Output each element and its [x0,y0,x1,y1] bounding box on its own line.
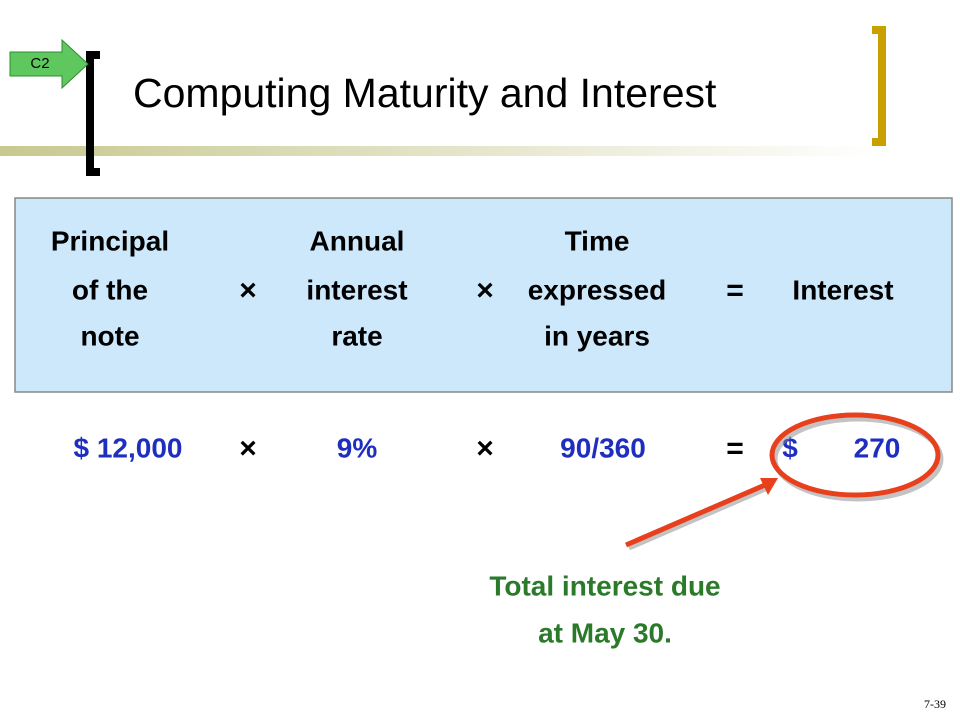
header-text: in years [544,320,650,351]
value-text: 9% [337,432,378,463]
header-text: interest [306,274,407,305]
left-bracket [86,51,100,176]
right-bracket [872,26,886,146]
operator: × [239,432,257,465]
arrow-shadow [628,484,771,551]
header-text: Principal [51,225,169,256]
operator: × [239,274,257,307]
operator: = [726,274,744,307]
operator: = [726,432,744,465]
header-text: Interest [792,274,893,305]
formula-values: $ 12,000 9% 90/360 $270× × = [74,432,901,465]
slide-title: Computing Maturity and Interest [133,70,717,116]
header-text: note [80,320,139,351]
value-text: 90/360 [560,432,646,463]
operator: × [476,432,494,465]
highlight-circle [769,412,941,498]
arrow-head [760,478,778,495]
highlight-shadow [772,416,944,502]
slide-number: 7-39 [924,697,946,711]
arrow-line [625,482,766,548]
value-text: $ 12,000 [74,432,183,463]
annotation-line: at May 30. [538,617,672,648]
header-text: rate [331,320,382,351]
value-text: 270 [854,432,901,463]
formula-box [14,197,953,393]
header-text: Time [565,225,630,256]
header-text: of the [72,274,148,305]
formula-header: Principal of the note Annual interest rate Tim… [51,225,894,351]
header-text: Annual [310,225,405,256]
title-rule [0,146,880,156]
badge-arrow[interactable] [9,38,89,90]
header-text: expressed [528,274,667,305]
badge-label[interactable]: C2 [30,55,49,72]
annotation-line: Total interest due [489,570,720,601]
operator: × [476,274,494,307]
